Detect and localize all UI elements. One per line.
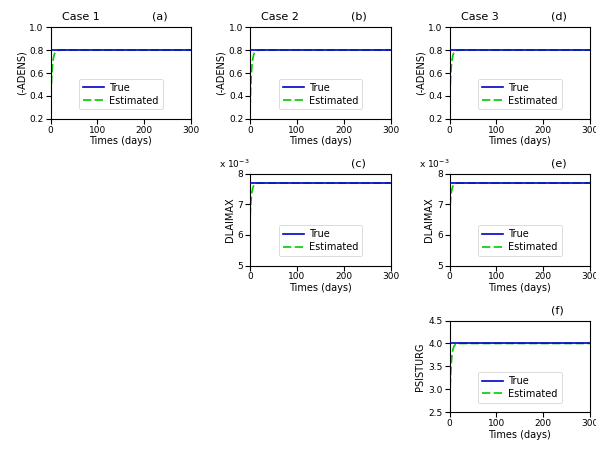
Legend: True, Estimated: True, Estimated	[478, 79, 561, 110]
Text: (b): (b)	[351, 12, 367, 22]
Text: (d): (d)	[551, 12, 567, 22]
X-axis label: Times (days): Times (days)	[289, 283, 352, 293]
Y-axis label: (-ADENS): (-ADENS)	[17, 51, 27, 96]
Legend: True, Estimated: True, Estimated	[279, 79, 362, 110]
X-axis label: Times (days): Times (days)	[289, 136, 352, 146]
Text: Case 3: Case 3	[461, 12, 499, 22]
X-axis label: Times (days): Times (days)	[489, 429, 551, 439]
Y-axis label: PSISTURG: PSISTURG	[415, 342, 426, 390]
Text: (f): (f)	[551, 305, 563, 315]
Text: (c): (c)	[351, 159, 366, 169]
Y-axis label: DLAIMAX: DLAIMAX	[225, 198, 235, 242]
Text: x $10^{-3}$: x $10^{-3}$	[219, 158, 250, 170]
X-axis label: Times (days): Times (days)	[489, 136, 551, 146]
Legend: True, Estimated: True, Estimated	[79, 79, 163, 110]
Text: Case 1: Case 1	[62, 12, 100, 22]
Legend: True, Estimated: True, Estimated	[478, 372, 561, 403]
Y-axis label: DLAIMAX: DLAIMAX	[424, 198, 434, 242]
X-axis label: Times (days): Times (days)	[489, 283, 551, 293]
Text: x $10^{-3}$: x $10^{-3}$	[418, 158, 449, 170]
Text: (e): (e)	[551, 159, 566, 169]
X-axis label: Times (days): Times (days)	[89, 136, 152, 146]
Legend: True, Estimated: True, Estimated	[279, 226, 362, 256]
Text: (a): (a)	[152, 12, 167, 22]
Y-axis label: (-ADENS): (-ADENS)	[415, 51, 426, 96]
Y-axis label: (-ADENS): (-ADENS)	[216, 51, 226, 96]
Legend: True, Estimated: True, Estimated	[478, 226, 561, 256]
Text: Case 2: Case 2	[262, 12, 299, 22]
